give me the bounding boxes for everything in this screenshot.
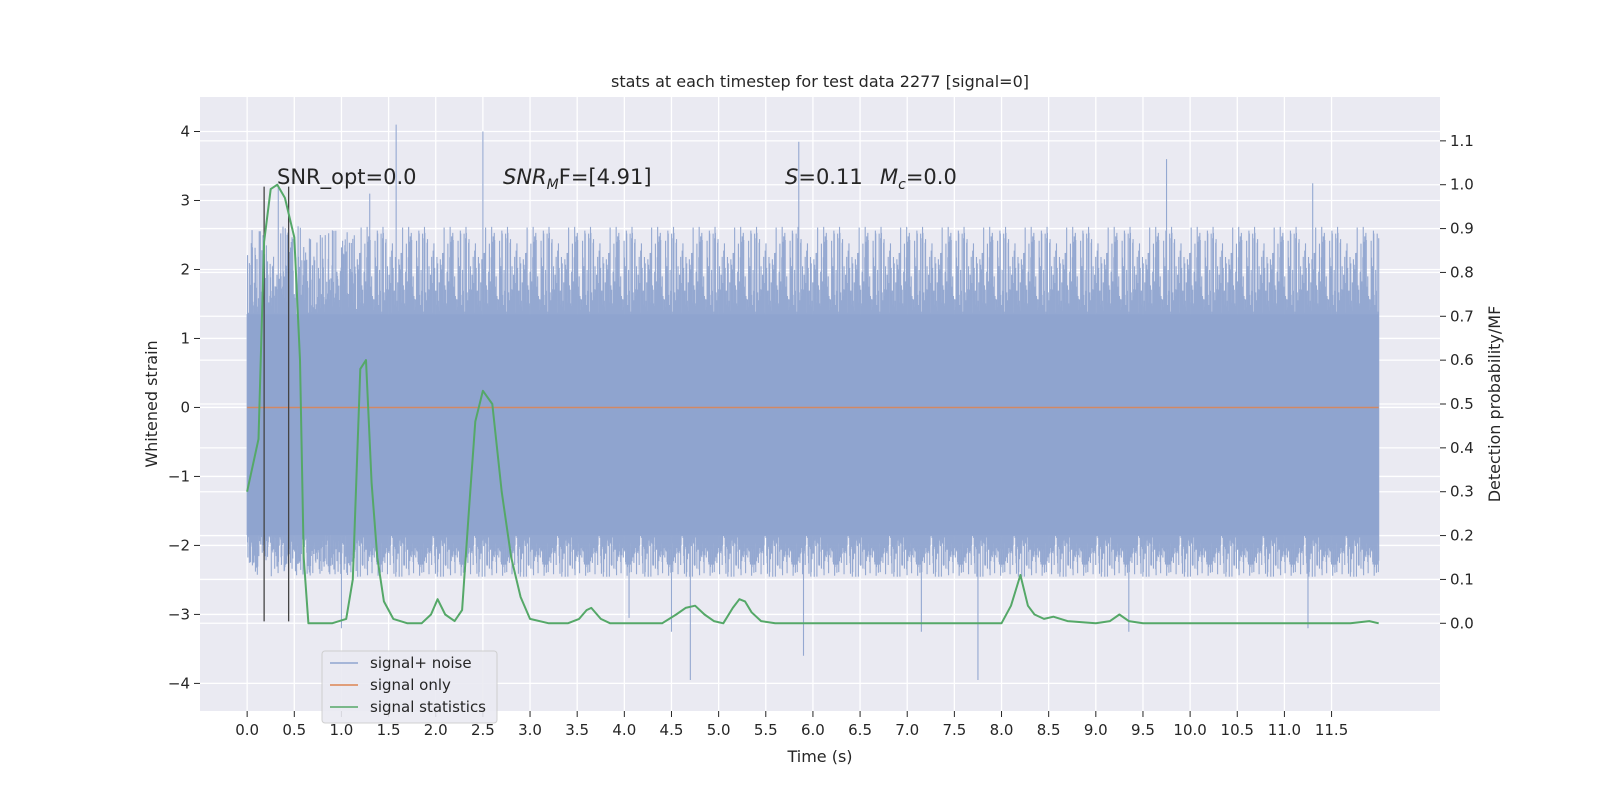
y-right-tick-label: 0.4	[1450, 439, 1474, 457]
legend-text-signal-statistics: signal statistics	[370, 698, 486, 716]
annotation-mc-main: M	[880, 165, 898, 189]
y-right-ticks: 0.0 0.1 0.2 0.3 0.4 0.5 0.6 0.7 0.8 0.9 1.0 1.1	[1440, 132, 1474, 632]
y-right-tick-label: 0.7	[1450, 307, 1474, 325]
x-tick-label: 5.0	[707, 721, 731, 739]
x-tick-label: 6.5	[848, 721, 872, 739]
y-right-tick-label: 1.0	[1450, 176, 1474, 194]
annotation-mc: Mc=0.0	[880, 165, 957, 193]
x-tick-label: 7.0	[895, 721, 919, 739]
x-tick-label: 1.5	[377, 721, 401, 739]
x-tick-label: 8.5	[1037, 721, 1061, 739]
x-tick-label: 7.5	[942, 721, 966, 739]
y-left-tick-label: −2	[168, 536, 190, 554]
x-ticks: 0.0 0.5 1.0 1.5 2.0 2.5 3.0 3.5 4.0 4.5 5.0 5.5 6.0 6…	[235, 711, 1348, 739]
annotation-snr-mf-rest: F=[4.91]	[559, 165, 652, 189]
y-left-tick-label: 4	[180, 122, 190, 140]
y-right-tick-label: 0.2	[1450, 527, 1474, 545]
x-tick-label: 3.5	[565, 721, 589, 739]
x-axis-label: Time (s)	[786, 747, 852, 766]
annotation-s: S=0.11	[785, 165, 863, 189]
annotation-snr-opt: SNR_opt=0.0	[277, 165, 417, 190]
annotation-snr-mf: SNRMF=[4.91]	[503, 165, 652, 193]
x-tick-label: 10.5	[1221, 721, 1254, 739]
y-right-tick-label: 0.9	[1450, 220, 1474, 238]
annotation-mc-sub: c	[898, 177, 906, 193]
annotation-snr-mf-main: SNR	[503, 165, 547, 189]
series-signal-statistics	[246, 183, 1379, 625]
legend-text-signal-only: signal only	[370, 676, 451, 694]
y-axis-left-label: Whitened strain	[142, 340, 161, 467]
x-tick-label: 8.0	[990, 721, 1014, 739]
x-tick-label: 4.0	[612, 721, 636, 739]
y-left-tick-label: 3	[180, 191, 190, 209]
x-tick-label: 0.0	[235, 721, 259, 739]
y-right-tick-label: 0.6	[1450, 351, 1474, 369]
x-tick-label: 5.5	[754, 721, 778, 739]
x-tick-label: 6.0	[801, 721, 825, 739]
x-tick-label: 3.0	[518, 721, 542, 739]
y-left-ticks: −4 −3 −2 −1 0 1 2 3 4	[168, 122, 200, 692]
legend: signal+ noise signal only signal statist…	[321, 650, 498, 724]
legend-text-signal-noise: signal+ noise	[370, 654, 472, 672]
x-tick-label: 2.0	[424, 721, 448, 739]
annotations: SNR_opt=0.0 SNRMF=[4.91] S=0.11 Mc=0.0	[277, 165, 957, 193]
y-right-tick-label: 0.1	[1450, 570, 1474, 588]
x-tick-label: 11.0	[1268, 721, 1301, 739]
annotation-mc-value: =0.0	[906, 165, 957, 189]
x-tick-label: 1.0	[330, 721, 354, 739]
y-right-tick-label: 0.3	[1450, 483, 1474, 501]
series-signal-noise	[246, 124, 1380, 680]
y-right-tick-label: 0.0	[1450, 614, 1474, 632]
y-left-tick-label: −3	[168, 605, 190, 623]
y-right-tick-label: 0.5	[1450, 395, 1474, 413]
series-signal-noise-core	[247, 314, 1379, 536]
y-left-tick-label: 2	[180, 260, 190, 278]
x-tick-label: 9.0	[1084, 721, 1108, 739]
annotation-snr-mf-sub: M	[547, 177, 559, 193]
x-tick-label: 4.5	[660, 721, 684, 739]
chart-title: stats at each timestep for test data 227…	[611, 72, 1029, 91]
y-left-tick-label: 1	[180, 329, 190, 347]
x-tick-label: 9.5	[1131, 721, 1155, 739]
y-left-tick-label: 0	[180, 398, 190, 416]
legend-box	[321, 650, 498, 724]
series-signal-statistics-line	[246, 183, 1379, 625]
y-left-tick-label: −1	[168, 467, 190, 485]
annotation-s-value: =0.11	[798, 165, 862, 189]
x-tick-label: 0.5	[282, 721, 306, 739]
x-tick-label: 10.0	[1173, 721, 1206, 739]
y-right-tick-label: 1.1	[1450, 132, 1474, 150]
annotation-s-label: S	[785, 165, 798, 189]
y-left-tick-label: −4	[168, 674, 190, 692]
x-tick-label: 11.5	[1315, 721, 1348, 739]
y-right-tick-label: 0.8	[1450, 263, 1474, 281]
x-tick-label: 2.5	[471, 721, 495, 739]
y-axis-right-label: Detection probability/MF	[1485, 306, 1504, 503]
